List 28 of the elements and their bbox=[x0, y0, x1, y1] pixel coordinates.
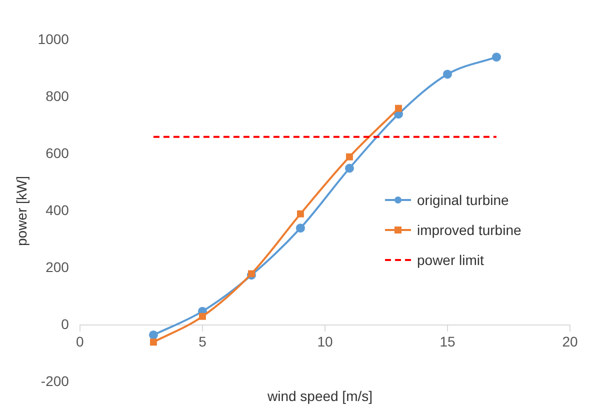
point bbox=[346, 153, 353, 160]
x-tick-label: 10 bbox=[317, 333, 333, 350]
point bbox=[296, 210, 304, 218]
y-tick-label: 600 bbox=[46, 144, 70, 161]
point bbox=[248, 270, 255, 278]
x-tick-label: 15 bbox=[440, 333, 456, 350]
x-axis-title: wind speed [m/s] bbox=[266, 388, 374, 404]
y-tick-label: -200 bbox=[40, 372, 70, 389]
legend-label: original turbine bbox=[417, 192, 509, 208]
y-tick-label: 400 bbox=[46, 202, 70, 218]
x-tick-label: 0 bbox=[76, 333, 84, 350]
point bbox=[395, 104, 402, 112]
y-tick-label: 200 bbox=[46, 258, 70, 275]
point bbox=[198, 312, 206, 320]
point bbox=[296, 224, 305, 233]
point bbox=[148, 330, 158, 340]
y-tick-label: 0 bbox=[61, 316, 70, 332]
y-tick-label: 1000 bbox=[38, 30, 70, 47]
y-axis-title: power [kW] bbox=[13, 176, 30, 246]
point bbox=[442, 70, 452, 79]
x-tick-label: 5 bbox=[198, 333, 207, 350]
legend-label: improved turbine bbox=[417, 222, 522, 238]
point bbox=[344, 164, 354, 173]
x-tick-label: 20 bbox=[562, 333, 578, 350]
point bbox=[492, 52, 501, 62]
legend-label: power limit bbox=[417, 252, 484, 268]
y-tick-label: 800 bbox=[46, 88, 70, 104]
point bbox=[150, 338, 157, 346]
